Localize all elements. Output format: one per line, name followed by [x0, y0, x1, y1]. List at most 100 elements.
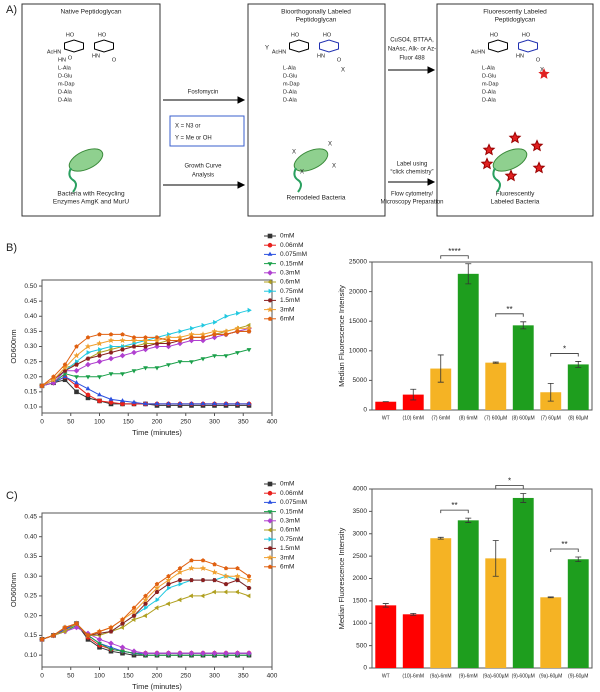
- box-caption: Fluorescently: [496, 191, 535, 198]
- x-tick-label: 0: [40, 419, 44, 426]
- point: [223, 650, 229, 656]
- fluor-star: [538, 68, 550, 79]
- sugar-ring: [518, 39, 538, 53]
- point: [97, 392, 102, 397]
- point: [234, 650, 241, 656]
- point: [189, 401, 194, 406]
- point: [131, 399, 137, 404]
- point: [177, 334, 183, 340]
- point: [108, 337, 114, 343]
- arrow-label: CuSO4, BTTAA,: [390, 38, 434, 44]
- point: [62, 629, 67, 634]
- x-tick-label: 350: [238, 419, 249, 426]
- bar: [567, 364, 589, 410]
- point: [177, 650, 183, 656]
- series-line: [41, 579, 250, 640]
- point: [142, 596, 149, 603]
- point: [178, 329, 183, 334]
- point: [119, 644, 126, 651]
- point: [131, 349, 137, 356]
- bar: [402, 614, 424, 668]
- arrow-head: [237, 96, 246, 104]
- panel-label: B): [6, 242, 17, 254]
- box-title: Fluorescently Labeled: [483, 9, 547, 16]
- point: [166, 338, 171, 343]
- point: [223, 573, 229, 579]
- bacterium: [492, 148, 528, 172]
- point: [143, 366, 148, 371]
- point: [142, 650, 149, 656]
- label: HO: [66, 32, 75, 38]
- y-tick-label: 1000: [353, 620, 368, 627]
- bar: [430, 538, 452, 668]
- point: [154, 337, 160, 343]
- x-tick-label: 100: [94, 419, 105, 426]
- point: [189, 360, 194, 365]
- y-tick-label: 10000: [349, 348, 367, 355]
- point: [189, 558, 194, 563]
- arrow-label: Fluor 488: [399, 56, 425, 62]
- point: [267, 298, 273, 303]
- point: [120, 347, 125, 352]
- label: X: [328, 142, 332, 148]
- point: [108, 640, 114, 647]
- label: HN: [516, 53, 524, 59]
- bar: [512, 325, 534, 410]
- label: AcHN: [272, 49, 286, 55]
- point: [200, 565, 206, 571]
- x-tick-label: 50: [67, 673, 75, 680]
- point: [119, 625, 124, 630]
- significance-bracket: [440, 255, 469, 259]
- point: [177, 578, 183, 583]
- point: [267, 262, 273, 267]
- point: [177, 566, 183, 571]
- label: O: [536, 57, 541, 63]
- significance-bracket: [495, 485, 524, 489]
- point: [97, 629, 102, 634]
- y-tick-label: 20000: [349, 288, 367, 295]
- point: [268, 288, 273, 294]
- legend-label: 0.075mM: [280, 251, 307, 258]
- label: HO: [291, 32, 300, 38]
- point: [120, 398, 125, 403]
- point: [267, 510, 273, 515]
- error-bar: [437, 536, 444, 540]
- y-tick-label: 0: [363, 665, 367, 672]
- point: [96, 636, 103, 643]
- point: [108, 355, 114, 362]
- point: [97, 375, 102, 380]
- y-tick-label: 0.20: [24, 373, 37, 380]
- point: [200, 650, 206, 656]
- point: [131, 369, 137, 374]
- point: [267, 306, 273, 313]
- significance-label: **: [506, 305, 512, 314]
- point: [267, 554, 273, 561]
- fluor-star: [480, 157, 494, 170]
- point: [212, 354, 217, 359]
- point: [85, 356, 91, 361]
- point: [74, 362, 79, 367]
- fluor-star: [532, 161, 546, 174]
- point: [97, 332, 102, 337]
- sugar-ring: [94, 39, 114, 53]
- point: [51, 633, 56, 638]
- point: [267, 499, 273, 504]
- bar: [430, 368, 452, 410]
- point: [177, 401, 183, 406]
- y-tick-label: 0: [363, 407, 367, 414]
- point: [177, 360, 183, 365]
- point: [188, 331, 195, 337]
- point: [62, 364, 68, 371]
- point: [154, 401, 160, 406]
- y-tick-label: 0.40: [24, 533, 37, 540]
- legend-label: 0.15mM: [280, 260, 303, 267]
- point: [143, 344, 148, 349]
- point: [235, 329, 240, 334]
- point: [188, 565, 195, 571]
- point: [236, 310, 241, 316]
- point: [131, 617, 136, 622]
- y-tick-label: 2500: [353, 553, 368, 560]
- point: [39, 637, 45, 642]
- bar: [375, 605, 397, 668]
- y-tick-label: 1500: [353, 598, 368, 605]
